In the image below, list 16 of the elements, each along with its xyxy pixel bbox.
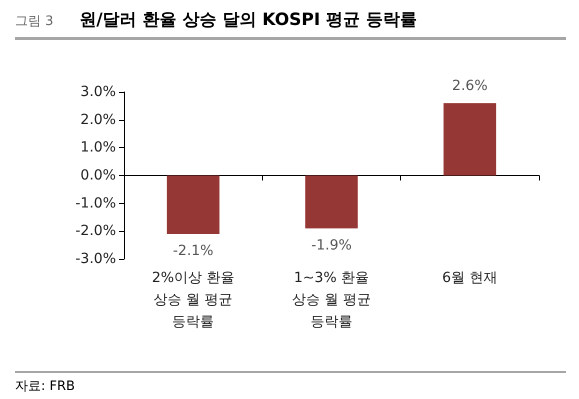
- y-tick-label: 3.0%: [80, 84, 116, 100]
- x-tick-label: 1~3% 환율 상승 월 평균 등락률: [292, 270, 371, 330]
- y-tick-label: -3.0%: [75, 251, 116, 267]
- y-tick-label: 2.0%: [80, 112, 116, 128]
- y-tick-label: -2.0%: [75, 223, 116, 240]
- chart-title: 원/달러 환율 상승 달의 KOSPI 평균 등락률: [79, 9, 418, 31]
- y-tick-label: -1.0%: [75, 195, 116, 212]
- y-tick-label: 1.0%: [80, 140, 116, 156]
- caption: 그림 3: [15, 13, 54, 30]
- data-label: -2.1%: [172, 242, 214, 259]
- x-tick-label: 2%이상 환율 상승 월 평균 등락률: [152, 270, 235, 330]
- text: 자료: FRB: [15, 378, 75, 395]
- data-label: 2.6%: [452, 78, 488, 94]
- x-tick-label: 6월 현재: [442, 270, 498, 286]
- data-label: -1.9%: [311, 237, 352, 254]
- y-tick-label: 0.0%: [80, 168, 116, 184]
